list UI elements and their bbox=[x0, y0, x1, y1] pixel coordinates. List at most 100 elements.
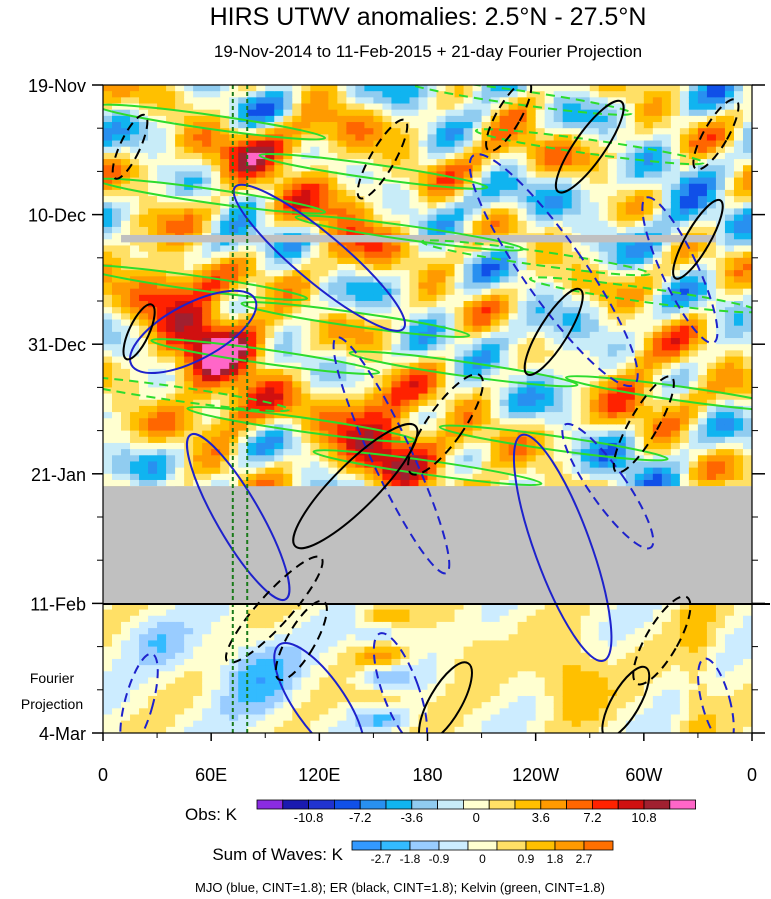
obs-cell bbox=[454, 140, 465, 148]
obs-cell bbox=[292, 455, 302, 463]
obs-cell bbox=[463, 220, 474, 228]
obs-cell bbox=[418, 387, 429, 395]
obs-cell bbox=[337, 356, 347, 364]
projection-cell bbox=[490, 677, 501, 685]
projection-cell bbox=[256, 708, 266, 716]
obs-cell bbox=[256, 97, 266, 105]
projection-cell bbox=[103, 671, 113, 679]
obs-cell bbox=[211, 393, 221, 401]
obs-cell bbox=[508, 356, 519, 364]
projection-cell bbox=[301, 708, 311, 716]
obs-cell bbox=[328, 165, 338, 172]
obs-cell bbox=[211, 177, 221, 185]
projection-cell bbox=[247, 646, 257, 654]
projection-cell bbox=[184, 714, 194, 722]
obs-cell bbox=[292, 282, 302, 290]
obs-cell bbox=[409, 109, 420, 117]
obs-cell bbox=[103, 245, 113, 253]
obs-cell bbox=[319, 245, 329, 253]
obs-cell bbox=[355, 473, 365, 481]
obs-cell bbox=[238, 344, 248, 351]
obs-cell bbox=[337, 122, 347, 129]
obs-cell bbox=[229, 368, 239, 376]
obs-cell bbox=[337, 436, 347, 444]
obs-cell bbox=[373, 85, 384, 92]
obs-cell bbox=[310, 288, 320, 296]
projection-cell bbox=[508, 658, 519, 666]
projection-cell bbox=[463, 603, 474, 611]
obs-cell bbox=[382, 282, 393, 290]
obs-cell bbox=[463, 183, 474, 191]
obs-cell bbox=[148, 288, 158, 296]
obs-cell bbox=[463, 140, 474, 148]
projection-cell bbox=[445, 628, 456, 635]
obs-cell bbox=[364, 294, 375, 302]
obs-cell bbox=[328, 449, 338, 456]
obs-cell bbox=[229, 344, 239, 351]
projection-cell bbox=[508, 714, 519, 722]
obs-cell bbox=[292, 362, 302, 370]
projection-cell bbox=[364, 640, 375, 648]
obs-cell bbox=[256, 461, 266, 469]
obs-cell bbox=[364, 109, 375, 117]
obs-cell bbox=[427, 183, 438, 191]
obs-cell bbox=[274, 226, 284, 234]
projection-cell bbox=[283, 652, 293, 660]
obs-cell bbox=[490, 202, 501, 210]
projection-cell bbox=[247, 628, 257, 635]
obs-cell bbox=[103, 177, 113, 185]
obs-cell bbox=[463, 313, 474, 321]
obs-cell bbox=[463, 344, 474, 351]
projection-cell bbox=[436, 726, 447, 733]
projection-cell bbox=[418, 634, 429, 642]
obs-cell bbox=[355, 436, 365, 444]
obs-cell bbox=[112, 239, 122, 247]
projection-cell bbox=[121, 726, 131, 733]
obs-cell bbox=[490, 251, 501, 259]
obs-cell bbox=[283, 183, 293, 191]
obs-cell bbox=[175, 424, 185, 432]
obs-cell bbox=[355, 245, 365, 253]
obs-cell bbox=[148, 362, 158, 370]
obs-cell bbox=[166, 257, 176, 265]
obs-cell bbox=[193, 307, 203, 314]
projection-cell bbox=[211, 646, 221, 654]
obs-cell bbox=[247, 301, 257, 308]
projection-cell bbox=[229, 702, 239, 709]
obs-cell bbox=[517, 97, 528, 105]
obs-cell bbox=[283, 325, 293, 333]
obs-cell bbox=[499, 270, 510, 277]
obs-cell bbox=[490, 325, 501, 333]
obs-cell bbox=[220, 152, 230, 160]
obs-cell bbox=[283, 159, 293, 166]
obs-cell bbox=[391, 226, 402, 234]
obs-cell bbox=[499, 91, 510, 98]
projection-cell bbox=[301, 683, 311, 691]
projection-cell bbox=[301, 695, 311, 703]
obs-cell bbox=[148, 97, 158, 105]
obs-cell bbox=[121, 307, 131, 314]
obs-cell bbox=[175, 449, 185, 456]
projection-cell bbox=[157, 689, 167, 697]
obs-cell bbox=[121, 257, 131, 265]
projection-cell bbox=[283, 726, 293, 733]
projection-cell bbox=[157, 726, 167, 733]
projection-cell bbox=[436, 640, 447, 648]
obs-cell bbox=[364, 282, 375, 290]
obs-cell bbox=[103, 171, 113, 179]
obs-cell bbox=[454, 282, 465, 290]
obs-cell bbox=[274, 479, 284, 487]
projection-cell bbox=[517, 689, 528, 697]
obs-cell bbox=[373, 91, 384, 98]
obs-cell bbox=[526, 307, 537, 314]
obs-cell bbox=[238, 183, 248, 191]
obs-cell bbox=[346, 331, 356, 339]
obs-cell bbox=[463, 202, 474, 210]
obs-cell bbox=[391, 152, 402, 160]
obs-cell bbox=[184, 461, 194, 469]
obs-cell bbox=[409, 473, 420, 481]
projection-cell bbox=[121, 689, 131, 697]
obs-cell bbox=[427, 165, 438, 172]
obs-cell bbox=[247, 282, 257, 290]
projection-cell bbox=[112, 609, 122, 617]
